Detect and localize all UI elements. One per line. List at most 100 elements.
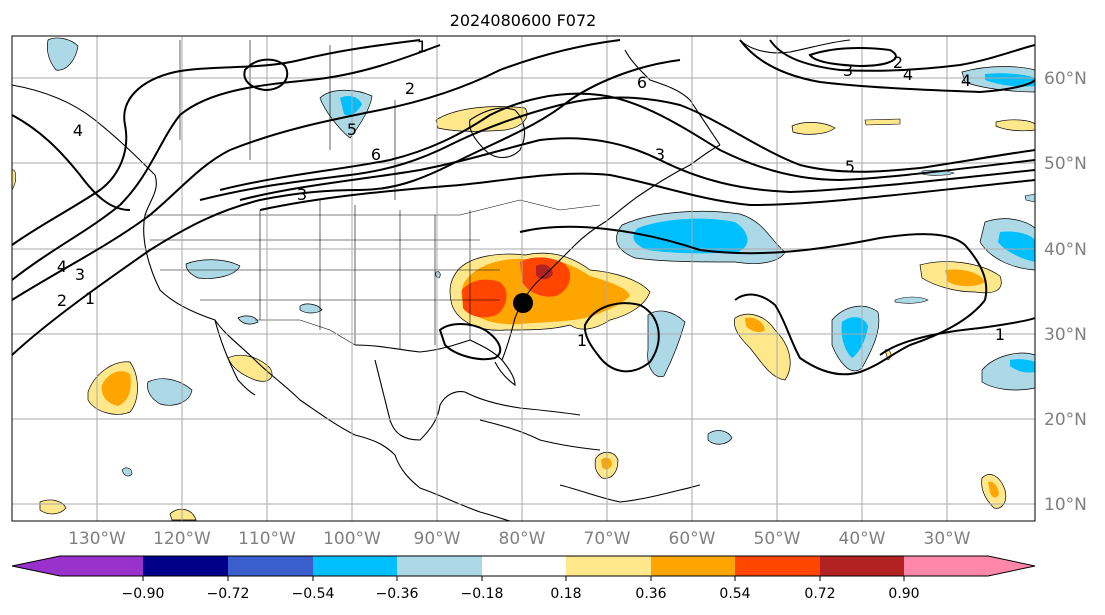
colorbar-extend-max: [988, 556, 1035, 576]
colorbar-tick-label: 0.72: [804, 586, 835, 602]
contour-14: [519, 225, 988, 301]
cold-anomaly-small-5: [435, 271, 441, 279]
colorbar-swatch: [820, 556, 910, 576]
contour-15: [734, 293, 986, 376]
cold-anomaly-baja: [237, 315, 259, 325]
contour-1: [11, 39, 421, 246]
contour-label: 2: [57, 291, 67, 310]
state-lines-horizontal: [150, 239, 500, 301]
cold-anomaly-ne-mid: [985, 73, 1035, 87]
coastlines: [11, 39, 851, 522]
cold-anomaly-caribbean: [707, 430, 733, 445]
contour-12: [11, 114, 131, 211]
warm-anomaly-central-mid: [745, 317, 765, 333]
cold-anomaly-atlantic-mid: [633, 218, 748, 254]
lon-axis: 130°W 120°W 110°W 100°W 90°W 80°W 70°W 6…: [68, 529, 971, 549]
colorbar-swatch: [566, 556, 656, 576]
cold-anomaly-pacific: [147, 378, 193, 406]
colorbar-swatch: [735, 556, 825, 576]
colorbar-swatch: [651, 556, 741, 576]
contour-11: [808, 46, 897, 68]
coast-caribbean: [479, 419, 601, 451]
lon-label: 80°W: [499, 529, 546, 549]
contour-label: 2: [893, 53, 903, 72]
warm-anomaly-sw-1: [39, 499, 67, 515]
lon-label: 110°W: [238, 529, 296, 549]
lat-label: 30°N: [1044, 325, 1087, 345]
colorbar-swatch: [313, 556, 403, 576]
colorbar-swatch: [60, 556, 148, 576]
map-frame: [11, 35, 1036, 522]
contour-label: 4: [961, 71, 971, 90]
coast-greenland: [739, 39, 851, 54]
colorbar-tick-label: −0.90: [122, 586, 165, 602]
colorbar-tick-label: 0.54: [719, 586, 750, 602]
cold-anomaly-plains-mid: [340, 96, 362, 116]
storm-center-marker: [513, 293, 533, 313]
contour-18: [438, 323, 502, 361]
warm-anomaly-strong-1: [462, 279, 507, 318]
warm-anomaly-pacific-mid: [101, 371, 131, 406]
lat-label: 20°N: [1044, 410, 1087, 430]
colorbar-ticks: [142, 576, 905, 581]
cold-anomaly-central-mid: [841, 317, 868, 358]
lon-label: 100°W: [323, 529, 381, 549]
contour-label: 3: [297, 185, 307, 204]
contour-label: 3: [75, 265, 85, 284]
contour-labels: 1 2 3 4 5 6 1 2 3 4 5 6 3 4 2 3 4 1 1: [57, 37, 1005, 350]
colorbar-tick-label: −0.18: [461, 586, 504, 602]
contour-label: 3: [655, 145, 665, 164]
cold-anomaly-east-mid: [998, 231, 1035, 262]
contour-16: [879, 317, 1036, 356]
lon-label: 90°W: [414, 529, 461, 549]
coast-us-east: [501, 144, 721, 361]
contour-2: [11, 44, 441, 281]
colorbar-swatch: [482, 556, 572, 576]
warm-anomaly-sw-2: [169, 508, 197, 521]
colorbar-tick-label: 0.36: [635, 586, 666, 602]
contour-label: 6: [637, 73, 647, 92]
lon-label: 30°W: [924, 529, 971, 549]
colorbar: −0.90 −0.72 −0.54 −0.36 −0.18 0.18 0.36 …: [11, 555, 1036, 602]
lat-axis: 60°N 50°N 40°N 30°N 20°N 10°N: [1044, 69, 1087, 515]
contour-label: 2: [405, 79, 415, 98]
coast-gulf: [354, 339, 516, 387]
contour-13: [243, 58, 289, 92]
cold-anomaly-small-4: [121, 467, 133, 477]
coast-canada-east: [624, 49, 721, 146]
colorbar-tick-label: −0.36: [376, 586, 419, 602]
lat-label: 40°N: [1044, 240, 1087, 260]
warm-anomaly-north-3: [864, 118, 901, 126]
contours: [11, 39, 1036, 376]
lat-label: 10°N: [1044, 495, 1087, 515]
lon-label: 70°W: [584, 529, 631, 549]
contour-9: [739, 39, 1036, 94]
lat-label: 50°N: [1044, 154, 1087, 174]
lon-label: 50°W: [754, 529, 801, 549]
border-us-mexico: [255, 319, 356, 346]
lat-label: 60°N: [1044, 69, 1087, 89]
gridlines: [12, 36, 1035, 521]
colorbar-tick-label: 0.18: [550, 586, 581, 602]
coast-cuba: [464, 391, 581, 416]
contour-label: 4: [57, 257, 67, 276]
warm-anomaly-max: [536, 264, 553, 280]
colorbar-tick-label: −0.54: [292, 586, 335, 602]
colorbar-swatch: [143, 556, 233, 576]
province-lines: [179, 40, 396, 200]
contour-8: [259, 172, 1036, 211]
coast-hudson-bay: [469, 107, 526, 159]
colorbar-swatch: [904, 556, 988, 576]
contour-10: [769, 39, 1036, 72]
contour-label: 4: [903, 65, 913, 84]
colorbar-swatch: [397, 556, 487, 576]
state-lines-vertical: [259, 200, 471, 350]
contour-3: [11, 39, 621, 301]
colorbar-extend-min: [12, 556, 60, 576]
coast-pacific: [11, 84, 511, 522]
warm-anomaly-far-east-mid: [988, 481, 999, 498]
contour-label: 4: [73, 121, 83, 140]
warm-anomaly-mexico: [227, 354, 273, 382]
cold-anomaly-east-sub-mid: [1010, 359, 1035, 373]
cold-anomaly-small-1: [894, 296, 929, 304]
